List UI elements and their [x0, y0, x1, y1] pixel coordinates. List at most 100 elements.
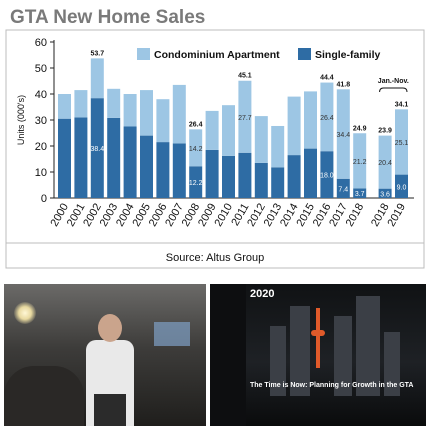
speaker-head-graphic: [98, 314, 122, 342]
bar-condominium: [336, 89, 350, 179]
bar-condominium: [395, 109, 408, 175]
event-photo: [4, 284, 206, 426]
bar-total-label: 34.1: [395, 101, 409, 108]
legend-swatch-condominium: [137, 48, 150, 60]
skyline-building: [384, 332, 400, 396]
y-tick-label: 0: [41, 193, 47, 205]
y-tick-label: 30: [35, 115, 47, 127]
cover-year-badge: 2020: [250, 288, 275, 300]
bar-single-family: [271, 167, 285, 198]
bar-condo-label: 26.4: [320, 115, 334, 122]
bar-condominium: [238, 80, 252, 153]
x-tick-label: 2019: [385, 202, 408, 229]
bar-single-family: [353, 188, 367, 198]
y-tick-label: 10: [35, 167, 47, 179]
legend-swatch-single-family: [298, 48, 311, 60]
bar-condo-label: 21.2: [353, 159, 367, 166]
bar-single-family: [90, 98, 104, 198]
legend-label-single-family: Single-family: [315, 49, 381, 61]
bar-single-family: [189, 166, 203, 198]
bar-condo-label: 20.4: [378, 160, 392, 167]
audience-graphic: [4, 366, 84, 426]
bar-single-label: 9.0: [397, 184, 407, 191]
bar-condominium: [172, 84, 186, 144]
bar-single-family: [336, 178, 350, 198]
bar-condominium: [320, 82, 334, 152]
x-tick-label: 2018: [344, 202, 367, 229]
bar-single-label: 38.4: [90, 146, 104, 153]
skyline-building: [356, 296, 380, 396]
chandelier-graphic: [14, 302, 36, 324]
chart-title: GTA New Home Sales: [10, 7, 205, 28]
bar-total-label: 41.8: [336, 81, 350, 88]
y-axis-label: Units (000's): [16, 95, 26, 145]
y-tick-label: 60: [35, 37, 47, 49]
bar-total-label: 53.7: [90, 50, 104, 57]
bar-condominium: [107, 88, 121, 118]
bar-single-family: [58, 118, 71, 198]
bar-condominium: [205, 110, 219, 150]
bar-single-family: [395, 174, 408, 198]
bar-single-label: 18.0: [320, 173, 334, 180]
bar-total-label: 45.1: [238, 73, 252, 80]
bar-condo-label: 34.4: [336, 132, 350, 139]
y-tick-label: 20: [35, 141, 47, 153]
book-spine-graphic: [210, 284, 246, 426]
chart-panel: GTA New Home Sales 0 10 20 30 40 50 60 Units (00…: [5, 7, 425, 269]
cover-title: The Time is Now: Planning for Growth in …: [250, 382, 414, 389]
bar-condo-label: 27.7: [238, 115, 252, 122]
bar-single-family: [378, 188, 392, 198]
bar-total-label: 26.4: [189, 121, 203, 128]
cn-tower-pod-graphic: [311, 330, 325, 336]
bar-single-label: 7.4: [338, 186, 348, 193]
bar-condominium: [140, 90, 153, 136]
bar-single-family: [140, 135, 153, 198]
bar-single-family: [156, 142, 170, 198]
bar-condominium: [378, 135, 392, 189]
bar-condo-label: 25.1: [395, 140, 409, 147]
bar-condominium: [189, 129, 203, 167]
bar-single-label: 3.6: [380, 191, 390, 198]
subset-bracket: [379, 87, 408, 93]
bar-single-label: 3.7: [355, 191, 365, 198]
bar-condominium: [287, 96, 301, 156]
legend-label-condominium: Condominium Apartment: [154, 49, 280, 61]
bar-condominium: [156, 99, 170, 143]
bar-single-family: [123, 126, 137, 198]
bar-condominium: [271, 125, 285, 168]
bar-single-family: [222, 155, 235, 198]
y-tick-label: 40: [35, 89, 47, 101]
bar-total-label: 24.9: [353, 125, 367, 132]
bar-total-label: 23.9: [378, 128, 392, 135]
bar-single-family: [172, 143, 186, 198]
bar-condominium: [254, 116, 268, 163]
skyline-building: [290, 306, 310, 396]
bar-single-family: [238, 152, 252, 198]
skyline-building: [334, 316, 352, 396]
speaker-legs-graphic: [94, 394, 126, 426]
presentation-screen-graphic: [154, 322, 190, 346]
bar-single-family: [304, 148, 317, 198]
source-note: Source: Altus Group: [166, 252, 264, 264]
bar-condominium: [304, 91, 317, 149]
bar-condominium: [353, 133, 367, 189]
bar-condominium: [90, 58, 104, 99]
y-tick-label: 50: [35, 63, 47, 75]
bar-condominium: [222, 105, 235, 156]
bar-single-family: [205, 149, 219, 198]
bar-single-family: [107, 117, 121, 198]
bar-condominium: [74, 90, 88, 118]
bar-single-label: 12.2: [189, 180, 203, 187]
chart-frame: [5, 29, 425, 269]
skyline-building: [270, 326, 286, 396]
subset-annotation: Jan.-Nov.: [378, 78, 409, 85]
bar-condo-label: 14.2: [189, 146, 203, 153]
bar-single-family: [74, 117, 88, 198]
stacked-bar-chart: GTA New Home Sales 0 10 20 30 40 50 60 Units (00…: [5, 7, 425, 269]
bar-condominium: [123, 94, 137, 127]
bar-condominium: [58, 94, 71, 119]
bar-single-family: [254, 162, 268, 198]
bar-single-family: [287, 155, 301, 198]
bar-total-label: 44.4: [320, 75, 334, 82]
bar-single-family: [320, 151, 334, 198]
